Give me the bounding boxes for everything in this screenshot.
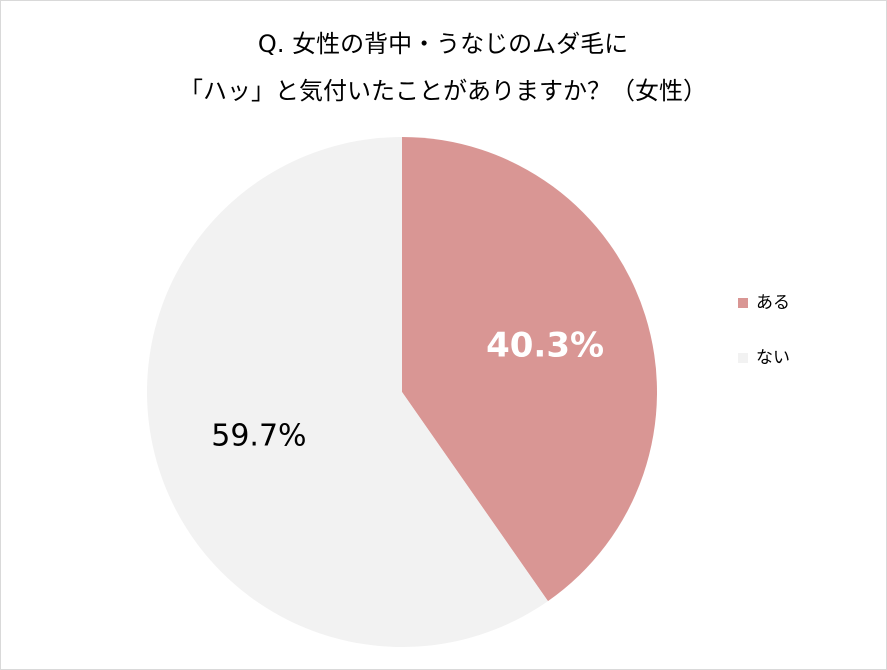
pie-slice xyxy=(147,137,548,647)
data-label: 40.3% xyxy=(486,325,604,365)
data-label: 59.7% xyxy=(211,419,306,454)
legend-swatch xyxy=(738,353,748,363)
legend-label: ない xyxy=(756,348,790,368)
legend-swatch xyxy=(738,298,748,308)
chart-title: 「ハッ」と気付いたことがありますか？（女性） xyxy=(179,77,707,105)
chart-title: Q. 女性の背中・うなじのムダ毛に xyxy=(258,30,628,58)
legend-label: ある xyxy=(756,293,790,313)
pie-slice xyxy=(402,137,658,602)
